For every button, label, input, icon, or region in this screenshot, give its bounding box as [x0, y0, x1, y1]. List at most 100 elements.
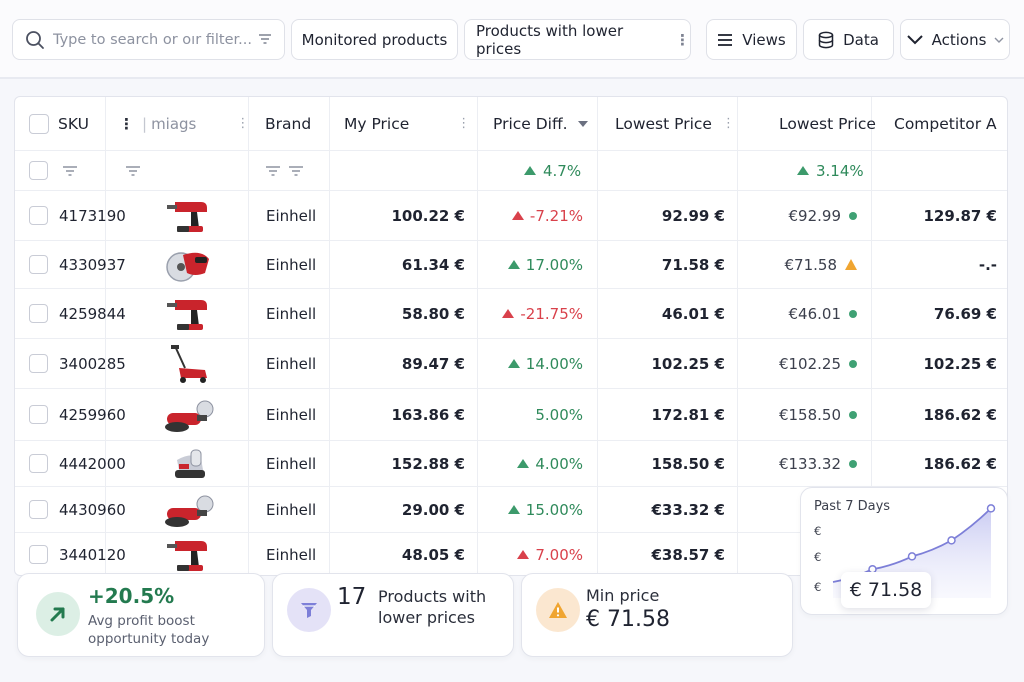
filter-checkbox-cell: [29, 151, 48, 190]
sparkline-point: [947, 536, 956, 545]
up-arrow-icon: [517, 459, 530, 468]
row-checkbox[interactable]: [29, 304, 48, 323]
column-header-lowest-price-2[interactable]: Lowest Price: [779, 114, 876, 133]
table-row[interactable]: 4442000 Einhell 152.88 € 4.00% 158.50 € €133.…: [15, 441, 1007, 487]
select-all-checkbox[interactable]: [29, 113, 49, 134]
monitored-products-label: Monitored products: [301, 30, 448, 49]
brand-cell: Einhell: [266, 500, 317, 519]
column-header-price-diff[interactable]: Price Diff.: [493, 114, 568, 133]
table-row[interactable]: 4173190 Einhell 100.22 € -7.21% 92.99 € €92.9…: [15, 191, 1007, 241]
sort-desc-icon[interactable]: [577, 120, 588, 127]
row-checkbox[interactable]: [29, 255, 48, 274]
row-checkbox[interactable]: [29, 354, 48, 373]
row-checkbox[interactable]: [29, 454, 48, 473]
status-ok-icon: [849, 211, 857, 220]
axis-label: €: [814, 524, 822, 538]
product-image[interactable]: [161, 389, 217, 440]
price-trend-title: Past 7 Days: [814, 499, 891, 514]
table-row[interactable]: 4330937 Einhell 61.34 € 17.00% 71.58 € €71.58…: [15, 241, 1007, 289]
my-price-cell: 29.00 €: [401, 500, 465, 519]
filter-icon[interactable]: [289, 165, 303, 176]
product-image[interactable]: [161, 533, 217, 575]
monitored-products-chip[interactable]: Monitored products: [291, 19, 458, 60]
my-price-cell: 61.34 €: [401, 255, 465, 274]
lower-prices-chip[interactable]: Products with lower prices ⋮: [464, 19, 691, 60]
lowest-price-2-value: €71.58: [784, 255, 838, 274]
price-diff-cell: 14.00%: [477, 339, 597, 388]
profit-boost-card[interactable]: +20.5% Avg profit boost opportunity toda…: [17, 573, 265, 657]
lowest-price-2-cell: €46.01: [737, 289, 871, 338]
min-price-value: € 71.58: [586, 607, 670, 632]
column-header-lowest-price[interactable]: Lowest Price: [615, 114, 712, 133]
search-input[interactable]: Type to search or οır filter...: [12, 19, 285, 60]
column-divider: [248, 97, 249, 575]
column-divider: [737, 97, 738, 575]
drag-handle-icon[interactable]: ⋮: [119, 114, 134, 133]
my-price-cell: 89.47 €: [401, 354, 465, 373]
row-checkbox[interactable]: [29, 206, 48, 225]
power-tool-icon: [161, 395, 217, 435]
column-header-my-price[interactable]: My Price: [344, 114, 410, 133]
price-diff-cell: 5.00%: [477, 389, 597, 440]
status-ok-icon: [849, 309, 857, 318]
filter-row-checkbox[interactable]: [29, 161, 48, 180]
images-filter-icon[interactable]: [126, 151, 140, 190]
product-image[interactable]: [161, 191, 217, 240]
table-row[interactable]: 3440120 Einhell 48.05 € 7.00% €38.57 €: [15, 533, 1007, 575]
up-arrow-icon: [511, 211, 524, 220]
table-row[interactable]: 4259844 Einhell 58.80 € -21.75% 46.01 € €46.0…: [15, 289, 1007, 339]
column-header-sku[interactable]: SKU: [58, 114, 89, 133]
funnel-icon: [287, 588, 331, 632]
row-checkbox[interactable]: [29, 405, 48, 424]
lowest-price-cell: €33.32 €: [651, 500, 725, 519]
product-image[interactable]: [161, 241, 217, 288]
column-header-brand[interactable]: Brand: [265, 114, 312, 133]
lowest-price-2-value: €92.99: [788, 206, 842, 225]
power-tool-icon: [161, 294, 217, 334]
min-price-card[interactable]: Min price € 71.58: [521, 573, 793, 657]
table-row[interactable]: 4259960 Einhell 163.86 € 5.00% 172.81 € €158.…: [15, 389, 1007, 441]
lowest-price-2-value: €46.01: [788, 304, 842, 323]
column-menu-icon[interactable]: ⋮: [721, 116, 735, 131]
column-menu-icon[interactable]: ⋮: [457, 116, 470, 131]
price-trend-card[interactable]: Past 7 Days € € € € 71.58: [800, 487, 1008, 615]
actions-button[interactable]: Actions: [900, 19, 1010, 60]
column-header-images[interactable]: miags: [151, 114, 197, 133]
column-menu-icon[interactable]: ⋮: [236, 116, 249, 131]
lower-prices-card[interactable]: 17 Products with lower prices: [272, 573, 514, 657]
status-ok-icon: [849, 410, 857, 419]
product-image[interactable]: [161, 441, 217, 486]
filter-icon[interactable]: [258, 31, 272, 49]
product-image[interactable]: [161, 289, 217, 338]
row-checkbox-cell: [29, 487, 48, 532]
column-divider: [597, 97, 598, 575]
column-header-my-price-cell: My Price ⋮: [344, 97, 470, 150]
column-divider: [871, 97, 872, 575]
price-diff-value: 5.00%: [535, 405, 583, 424]
column-header-competitor-a[interactable]: Competitor A: [894, 114, 997, 133]
data-button[interactable]: Data: [803, 19, 894, 60]
sku-cell: 4259844: [59, 304, 126, 323]
brand-cell: Einhell: [266, 545, 317, 564]
price-diff-value: 7.00%: [535, 545, 583, 564]
more-options-icon[interactable]: ⋮: [675, 30, 690, 49]
search-icon: [26, 30, 44, 49]
column-divider: [105, 97, 106, 575]
views-button[interactable]: Views: [706, 19, 797, 60]
product-image[interactable]: [161, 487, 217, 532]
product-image[interactable]: [161, 339, 217, 388]
sku-cell: 3400285: [59, 354, 126, 373]
price-diff-cell: -7.21%: [477, 191, 597, 240]
column-header-price-diff-cell: Price Diff.: [493, 97, 588, 150]
row-checkbox[interactable]: [29, 500, 48, 519]
brand-filter-icons[interactable]: [266, 151, 303, 190]
sku-cell: 4259960: [59, 405, 126, 424]
lowest-price-cell: 92.99 €: [661, 206, 725, 225]
table-row[interactable]: 3400285 Einhell 89.47 € 14.00% 102.25 € €102.…: [15, 339, 1007, 389]
sku-cell: 4330937: [59, 255, 126, 274]
filter-icon[interactable]: [266, 165, 280, 176]
price-diff-cell: 17.00%: [477, 241, 597, 288]
row-checkbox[interactable]: [29, 545, 48, 564]
table-row[interactable]: 4430960 Einhell 29.00 € 15.00% €33.32 €: [15, 487, 1007, 533]
sku-filter-icon[interactable]: [63, 151, 77, 190]
